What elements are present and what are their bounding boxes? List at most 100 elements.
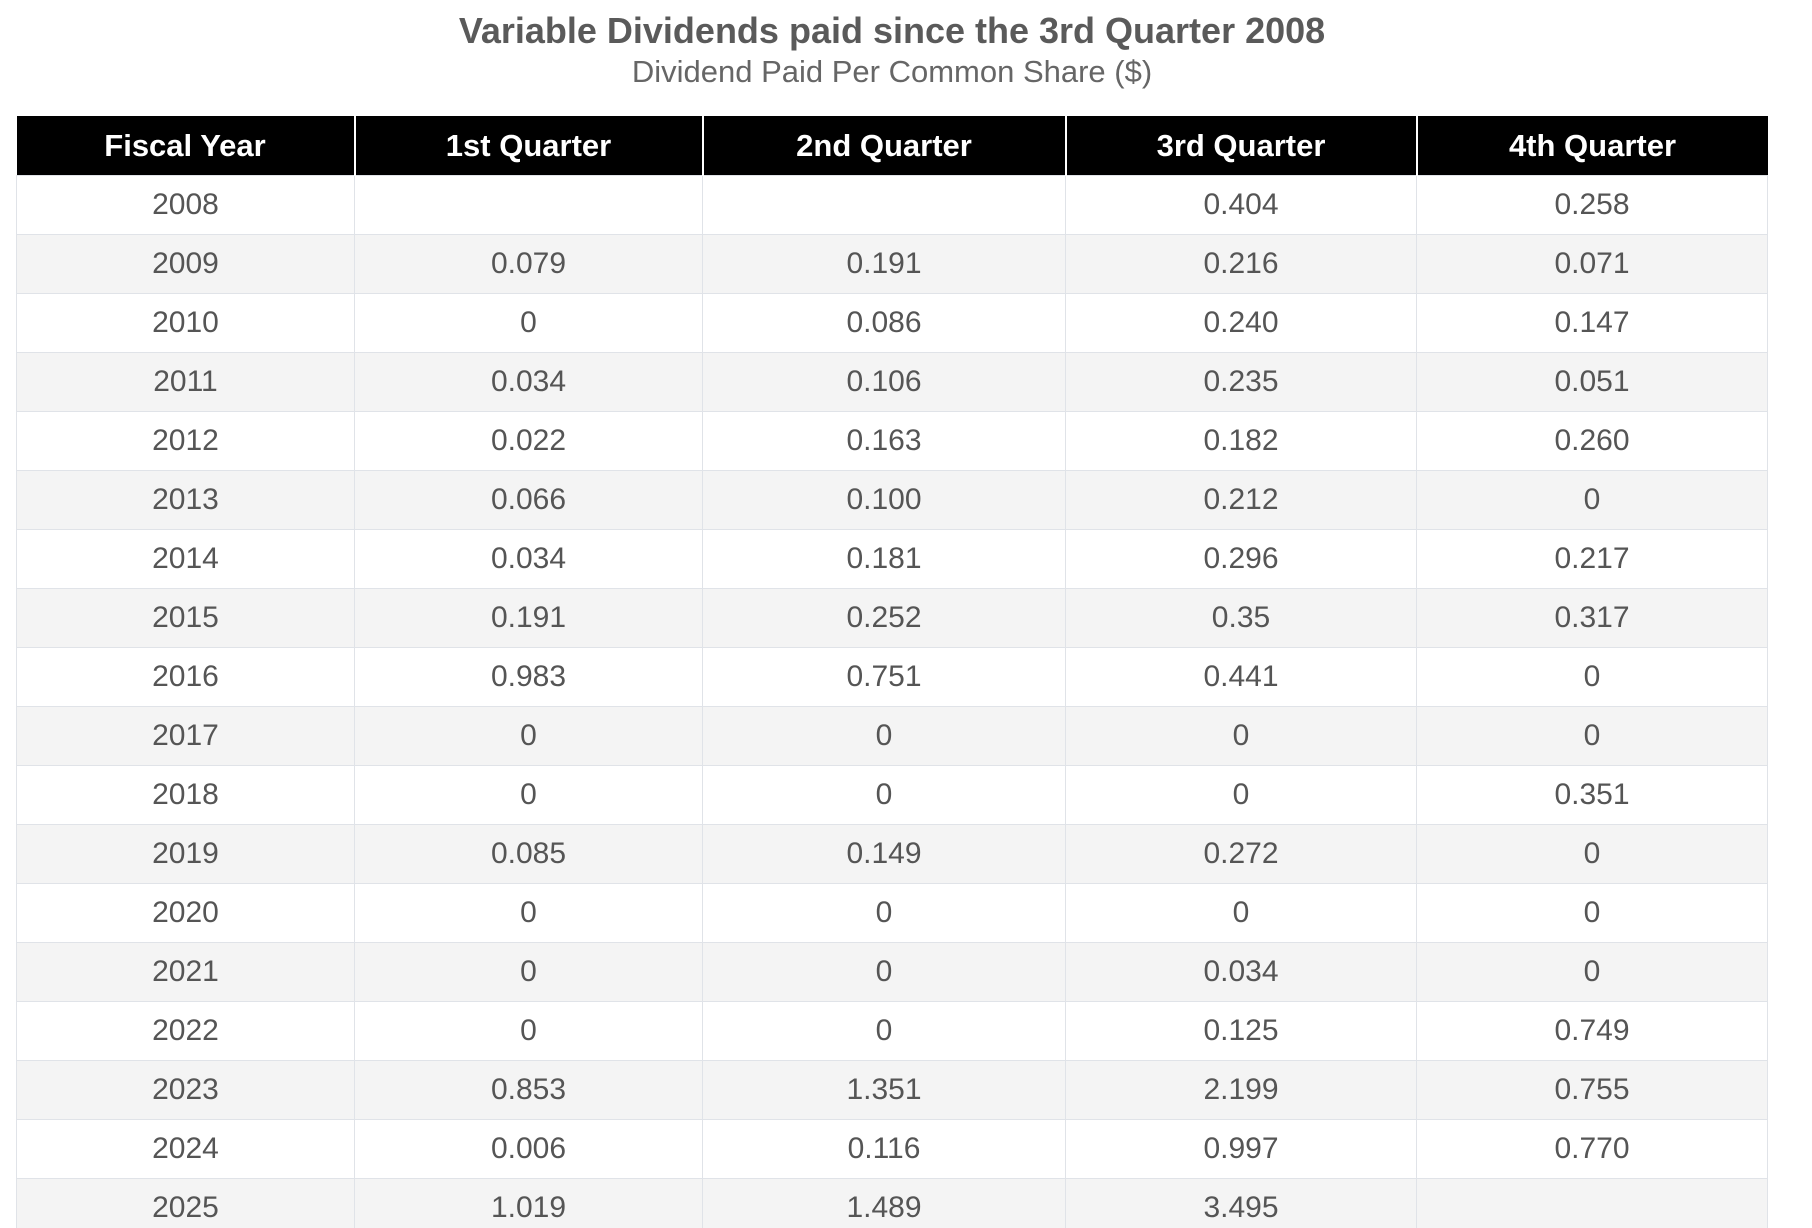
table-row: 2024 0.006 0.116 0.997 0.770	[16, 1119, 1768, 1179]
year-cell: 2020	[16, 883, 355, 943]
dividend-cell: 0	[1416, 883, 1768, 943]
dividend-cell: 0.853	[354, 1060, 703, 1120]
dividend-cell: 2.199	[1065, 1060, 1417, 1120]
table-row: 2010 0 0.086 0.240 0.147	[16, 293, 1768, 353]
dividend-cell: 1.019	[354, 1178, 703, 1228]
dividend-cell: 0.086	[702, 293, 1066, 353]
year-cell: 2022	[16, 1001, 355, 1061]
empty-cell	[1416, 1178, 1768, 1228]
dividend-cell: 0.163	[702, 411, 1066, 471]
table-row: 2018 0 0 0 0.351	[16, 765, 1768, 825]
table-header: Fiscal Year 1st Quarter 2nd Quarter 3rd Qua…	[16, 116, 1768, 176]
year-cell: 2018	[16, 765, 355, 825]
year-cell: 2023	[16, 1060, 355, 1120]
year-cell: 2015	[16, 588, 355, 648]
dividend-cell: 0.770	[1416, 1119, 1768, 1179]
table-row: 2014 0.034 0.181 0.296 0.217	[16, 529, 1768, 589]
year-cell: 2013	[16, 470, 355, 530]
year-cell: 2017	[16, 706, 355, 766]
dividend-cell: 0.034	[354, 352, 703, 412]
year-cell: 2010	[16, 293, 355, 353]
table-row: 2013 0.066 0.100 0.212 0	[16, 470, 1768, 530]
dividend-cell: 0.272	[1065, 824, 1417, 884]
dividend-cell: 0	[1416, 824, 1768, 884]
dividend-cell: 0.191	[702, 234, 1066, 294]
dividend-cell: 0.749	[1416, 1001, 1768, 1061]
table-row: 2020 0 0 0 0	[16, 883, 1768, 943]
dividend-cell: 0	[1065, 706, 1417, 766]
table-row: 2011 0.034 0.106 0.235 0.051	[16, 352, 1768, 412]
table-row: 2021 0 0 0.034 0	[16, 942, 1768, 1002]
year-cell: 2024	[16, 1119, 355, 1179]
dividend-cell: 0.240	[1065, 293, 1417, 353]
dividend-cell: 0.085	[354, 824, 703, 884]
dividend-cell: 0	[354, 765, 703, 825]
dividend-cell: 0	[354, 883, 703, 943]
dividend-cell: 0.235	[1065, 352, 1417, 412]
title: Variable Dividends paid since the 3rd Qu…	[458, 10, 1326, 51]
dividend-cell: 0	[1416, 647, 1768, 707]
dividend-cell: 0.125	[1065, 1001, 1417, 1061]
dividend-cell: 0.149	[702, 824, 1066, 884]
dividend-cell: 0	[1416, 942, 1768, 1002]
column-header: 3rd Quarter	[1065, 116, 1418, 176]
table-row: 2012 0.022 0.163 0.182 0.260	[16, 411, 1768, 471]
dividend-cell: 0.106	[702, 352, 1066, 412]
dividend-cell: 1.351	[702, 1060, 1066, 1120]
dividend-cell: 0.116	[702, 1119, 1066, 1179]
dividend-cell: 0.034	[1065, 942, 1417, 1002]
dividend-cell: 0.079	[354, 234, 703, 294]
year-cell: 2016	[16, 647, 355, 707]
dividend-cell: 0	[354, 1001, 703, 1061]
dividend-cell: 0.404	[1065, 175, 1417, 235]
year-cell: 2012	[16, 411, 355, 471]
table-row: 2019 0.085 0.149 0.272 0	[16, 824, 1768, 884]
table-row: 2016 0.983 0.751 0.441 0	[16, 647, 1768, 707]
header-row: Fiscal Year 1st Quarter 2nd Quarter 3rd Qua…	[16, 116, 1768, 176]
dividend-cell: 0	[354, 293, 703, 353]
dividend-cell: 0.296	[1065, 529, 1417, 589]
dividend-cell: 1.489	[702, 1178, 1066, 1228]
year-cell: 2021	[16, 942, 355, 1002]
dividend-cell: 0.191	[354, 588, 703, 648]
subtitle: Dividend Paid Per Common Share ($)	[631, 54, 1153, 89]
dividend-cell: 0	[702, 765, 1066, 825]
dividend-cell: 0.983	[354, 647, 703, 707]
table-body: 2008 0.404 0.258 2009 0.079 0.191 0.216 0.071 20…	[16, 175, 1768, 1228]
dividend-cell: 0.260	[1416, 411, 1768, 471]
dividend-cell: 0.217	[1416, 529, 1768, 589]
year-cell: 2025	[16, 1178, 355, 1228]
dividend-cell: 0.051	[1416, 352, 1768, 412]
dividend-cell: 0.181	[702, 529, 1066, 589]
dividend-cell: 0.022	[354, 411, 703, 471]
dividend-cell: 3.495	[1065, 1178, 1417, 1228]
dividend-cell: 0.441	[1065, 647, 1417, 707]
dividend-cell: 0	[1065, 765, 1417, 825]
dividend-cell: 0	[1065, 883, 1417, 943]
dividend-cell: 0.317	[1416, 588, 1768, 648]
dividend-cell: 0.35	[1065, 588, 1417, 648]
column-header: Fiscal Year	[16, 116, 356, 176]
table-row: 2015 0.191 0.252 0.35 0.317	[16, 588, 1768, 648]
dividend-cell: 0.066	[354, 470, 703, 530]
table-row: 2008 0.404 0.258	[16, 175, 1768, 235]
dividend-cell: 0.351	[1416, 765, 1768, 825]
dividend-cell: 0.034	[354, 529, 703, 589]
empty-cell	[354, 175, 703, 235]
dividend-cell: 0	[354, 942, 703, 1002]
year-cell: 2014	[16, 529, 355, 589]
dividend-cell: 0	[702, 942, 1066, 1002]
dividend-cell: 0.258	[1416, 175, 1768, 235]
column-header: 2nd Quarter	[702, 116, 1067, 176]
year-cell: 2009	[16, 234, 355, 294]
dividend-cell: 0.997	[1065, 1119, 1417, 1179]
dividend-cell: 0	[702, 883, 1066, 943]
dividend-cell: 0.751	[702, 647, 1066, 707]
dividend-cell: 0	[1416, 706, 1768, 766]
table-row: 2025 1.019 1.489 3.495	[16, 1178, 1768, 1228]
table-row: 2022 0 0 0.125 0.749	[16, 1001, 1768, 1061]
column-header: 4th Quarter	[1416, 116, 1768, 176]
dividend-cell: 0	[1416, 470, 1768, 530]
dividend-cell: 0.755	[1416, 1060, 1768, 1120]
